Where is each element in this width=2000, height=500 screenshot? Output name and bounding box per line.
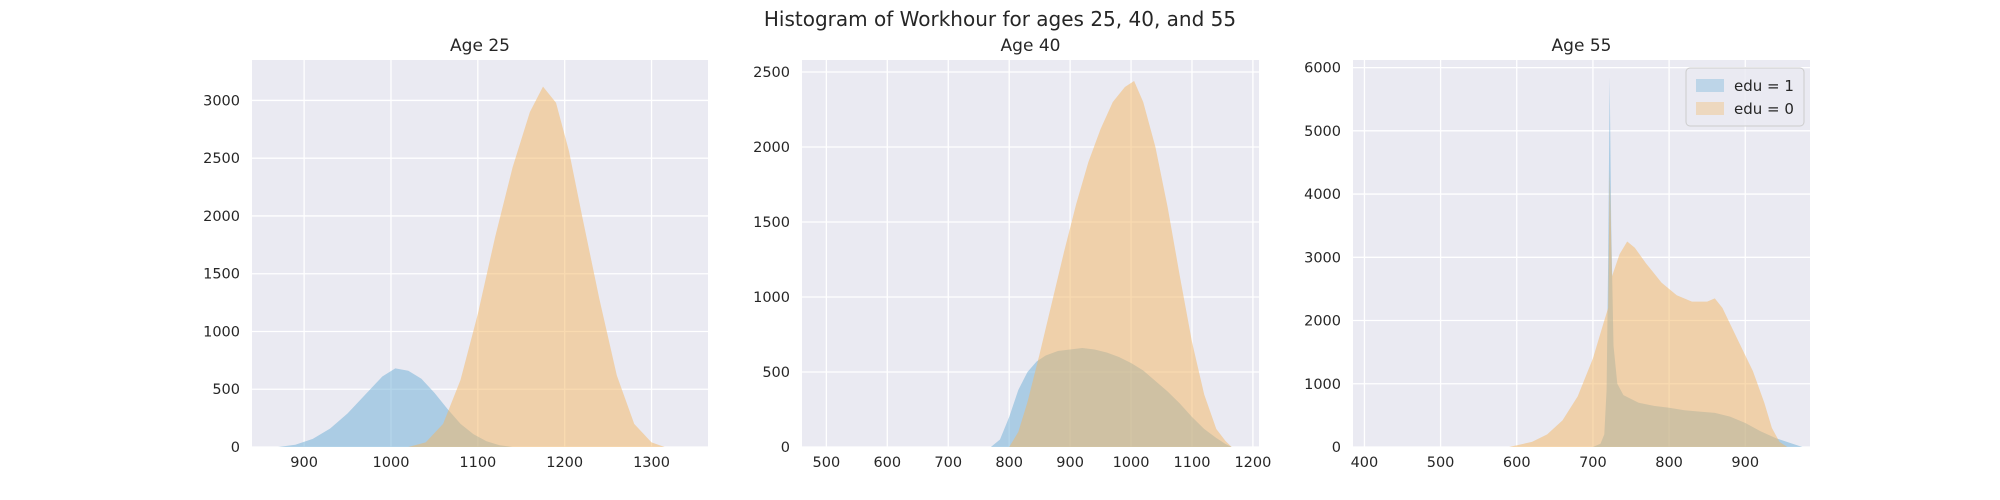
x-tick-label: 1300: [633, 455, 670, 471]
legend-box: [1685, 67, 1805, 127]
x-tick-label: 600: [1503, 455, 1531, 471]
y-tick-label: 0: [1332, 440, 1341, 456]
legend-swatch: [1696, 102, 1724, 115]
x-tick-label: 700: [1579, 455, 1607, 471]
series-edu-0-histogram: [1509, 170, 1788, 447]
figure-title: Histogram of Workhour for ages 25, 40, a…: [764, 7, 1236, 31]
y-tick-label: 2500: [753, 65, 790, 81]
legend-label: edu = 1: [1734, 77, 1794, 95]
x-tick-label: 400: [1351, 455, 1379, 471]
series-edu-0-histogram: [1009, 81, 1232, 447]
y-tick-label: 2000: [1304, 314, 1341, 330]
x-tick-label: 1100: [459, 455, 496, 471]
x-tick-label: 500: [1427, 455, 1455, 471]
x-tick-label: 1000: [373, 455, 410, 471]
series-edu-0-histogram: [408, 86, 665, 447]
x-tick-label: 500: [813, 455, 841, 471]
panel-3: Age 55 400 500 600 700 800 900 0 1000 2000 3000 400…: [1304, 36, 1810, 471]
y-tick-label: 500: [212, 382, 240, 398]
x-tick-label: 1200: [546, 455, 583, 471]
histogram-panels: Age 25 900 1000 1100 1200 1300 0 500 1000 1500 200…: [203, 36, 1810, 471]
y-tick-label: 6000: [1304, 61, 1341, 77]
legend-label: edu = 0: [1734, 100, 1794, 118]
y-tick-label: 1500: [203, 267, 240, 283]
panel-title: Age 55: [1552, 36, 1612, 56]
panel-title: Age 40: [1001, 36, 1061, 56]
x-tick-label: 700: [934, 455, 962, 471]
y-tick-label: 3000: [1304, 250, 1341, 266]
y-tick-label: 1000: [1304, 377, 1341, 393]
y-tick-label: 1000: [203, 324, 240, 340]
x-tick-label: 1000: [1113, 455, 1150, 471]
legend: edu = 1 edu = 0: [1685, 67, 1805, 127]
legend-swatch: [1696, 79, 1724, 92]
y-tick-label: 2000: [203, 209, 240, 225]
x-tick-label: 800: [1655, 455, 1683, 471]
panel-1: Age 25 900 1000 1100 1200 1300 0 500 1000 1500 200…: [203, 36, 708, 471]
y-tick-label: 0: [781, 440, 790, 456]
x-tick-label: 900: [290, 455, 318, 471]
y-tick-label: 2000: [753, 140, 790, 156]
x-tick-label: 800: [995, 455, 1023, 471]
y-tick-label: 0: [231, 440, 240, 456]
y-tick-label: 500: [762, 365, 790, 381]
x-tick-label: 1200: [1234, 455, 1271, 471]
y-tick-label: 5000: [1304, 124, 1341, 140]
panel-title: Age 25: [450, 36, 510, 56]
x-tick-label: 600: [873, 455, 901, 471]
y-tick-label: 1500: [753, 215, 790, 231]
y-tick-label: 3000: [203, 93, 240, 109]
x-tick-label: 1100: [1174, 455, 1211, 471]
y-tick-label: 4000: [1304, 187, 1341, 203]
x-tick-label: 900: [1731, 455, 1759, 471]
x-tick-label: 900: [1056, 455, 1084, 471]
panel-2: Age 40 500 600 700 800 900 1000 1100 1200 0 500 100…: [753, 36, 1271, 471]
y-tick-label: 2500: [203, 151, 240, 167]
y-tick-label: 1000: [753, 290, 790, 306]
